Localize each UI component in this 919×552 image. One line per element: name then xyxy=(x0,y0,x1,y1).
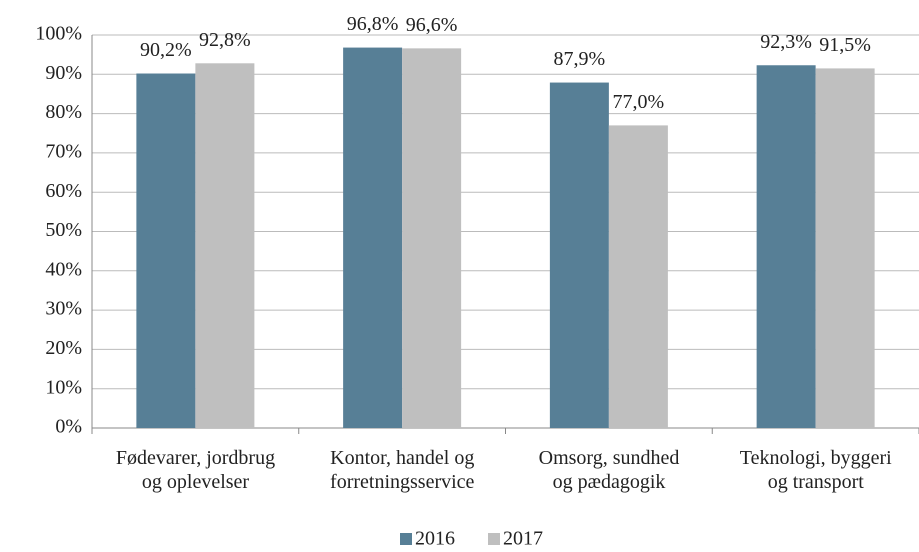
legend-swatch xyxy=(488,533,500,545)
x-tick-label: Kontor, handel og forretningsservice xyxy=(330,447,475,493)
bar xyxy=(815,68,875,428)
data-label: 92,3% xyxy=(760,31,812,53)
x-tick-label: Omsorg, sundhed og pædagogik xyxy=(538,447,680,493)
bar xyxy=(195,63,255,429)
legend-label: 2016 xyxy=(415,528,455,550)
bar xyxy=(608,125,668,428)
bar xyxy=(136,73,196,428)
y-tick-label: 70% xyxy=(45,140,82,162)
bar xyxy=(343,47,403,429)
y-tick-label: 100% xyxy=(35,23,82,45)
y-tick-label: 0% xyxy=(55,416,82,438)
bar xyxy=(756,65,816,429)
y-tick-label: 30% xyxy=(45,298,82,320)
bar xyxy=(402,48,462,428)
x-tick-label: Teknologi, byggeri og transport xyxy=(739,447,892,493)
data-label: 77,0% xyxy=(613,91,665,113)
y-tick-label: 90% xyxy=(45,62,82,84)
data-label: 96,8% xyxy=(347,13,399,35)
y-tick-label: 60% xyxy=(45,180,82,202)
legend-label: 2017 xyxy=(503,528,543,550)
y-tick-label: 80% xyxy=(45,101,82,123)
y-tick-label: 10% xyxy=(45,376,82,398)
data-label: 96,6% xyxy=(406,14,458,36)
data-label: 90,2% xyxy=(140,39,192,61)
y-tick-label: 50% xyxy=(45,219,82,241)
y-tick-label: 20% xyxy=(45,337,82,359)
legend-swatch xyxy=(400,533,412,545)
x-tick-label: Fødevarer, jordbrug og oplevelser xyxy=(115,447,276,493)
bar xyxy=(549,82,609,428)
data-label: 92,8% xyxy=(199,29,251,51)
data-label: 87,9% xyxy=(554,48,606,70)
data-label: 91,5% xyxy=(819,34,871,56)
y-tick-label: 40% xyxy=(45,258,82,280)
